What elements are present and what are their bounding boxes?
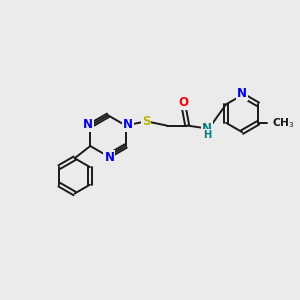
Text: CH$_3$: CH$_3$ [272,116,295,130]
Text: O: O [179,96,189,109]
Text: H: H [203,130,212,140]
Text: S: S [142,115,151,128]
Text: N: N [202,122,212,135]
Text: N: N [104,151,114,164]
Text: N: N [123,118,133,130]
Text: N: N [237,87,247,100]
Text: N: N [83,118,93,130]
